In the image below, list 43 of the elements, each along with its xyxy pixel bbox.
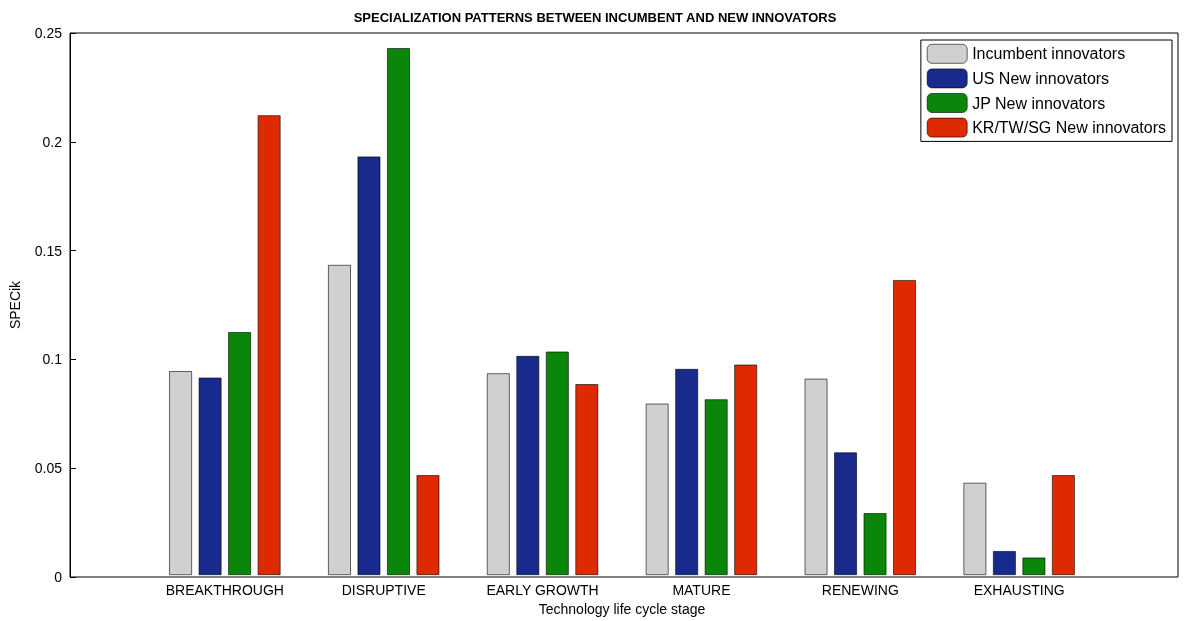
x-tick-label: EARLY GROWTH bbox=[486, 582, 599, 598]
legend-label: Incumbent innovators bbox=[972, 45, 1126, 63]
bar bbox=[328, 264, 351, 575]
bar bbox=[169, 371, 192, 575]
bar bbox=[834, 452, 857, 575]
x-tick-label: EXHAUSTING bbox=[973, 582, 1065, 598]
y-tick-label: 0.25 bbox=[34, 25, 63, 41]
y-tick-label: 0 bbox=[54, 569, 63, 585]
bar bbox=[704, 399, 728, 575]
x-tick-label: MATURE bbox=[672, 582, 731, 598]
bar bbox=[575, 384, 599, 575]
bar bbox=[734, 364, 758, 575]
x-tick-label: BREAKTHROUGH bbox=[165, 582, 284, 598]
legend-label: JP New innovators bbox=[972, 94, 1106, 112]
legend-label: US New innovators bbox=[972, 69, 1110, 87]
bar bbox=[645, 403, 669, 575]
bar bbox=[357, 156, 381, 575]
bar bbox=[257, 115, 281, 575]
y-tick-label: 0.1 bbox=[42, 351, 63, 368]
bar bbox=[804, 378, 828, 575]
chart-title: SPECIALIZATION PATTERNS BETWEEN INCUMBENT AND NEW INNOVATORS bbox=[353, 10, 837, 25]
bar bbox=[993, 551, 1016, 575]
bar bbox=[198, 377, 222, 575]
bar bbox=[416, 475, 440, 575]
bar bbox=[893, 280, 916, 575]
y-axis-title: SPECik bbox=[7, 279, 23, 330]
bar bbox=[486, 373, 510, 575]
bar bbox=[675, 369, 699, 575]
bar bbox=[545, 351, 569, 575]
x-axis-title: Technology life cycle stage bbox=[538, 601, 706, 617]
bar bbox=[228, 332, 251, 575]
x-tick-label: DISRUPTIVE bbox=[341, 582, 426, 598]
bar bbox=[963, 482, 987, 575]
bar bbox=[1022, 557, 1046, 575]
y-tick-label: 0.05 bbox=[34, 460, 63, 477]
bar bbox=[387, 48, 410, 575]
y-tick-label: 0.15 bbox=[34, 242, 63, 259]
bar bbox=[863, 513, 887, 575]
bar bbox=[516, 356, 540, 575]
x-tick-label: RENEWING bbox=[821, 582, 899, 598]
legend-label: KR/TW/SG New innovators bbox=[972, 119, 1166, 137]
bar bbox=[1052, 475, 1075, 575]
y-tick-label: 0.2 bbox=[42, 133, 63, 150]
